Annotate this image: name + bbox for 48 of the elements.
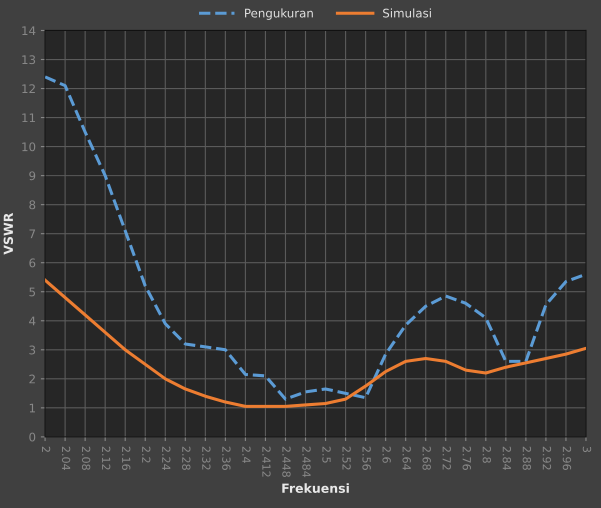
x-tick-label: 2.64	[402, 446, 411, 470]
legend-label: Pengukuran	[245, 8, 313, 20]
y-tick-label: 5	[29, 288, 36, 296]
y-tick-label: 1	[30, 404, 35, 412]
x-tick-label: 2.32	[202, 446, 211, 470]
x-tick-label: 2.4	[242, 446, 251, 463]
x-tick-label: 2.56	[362, 446, 371, 470]
y-tick-label: 14	[22, 26, 36, 35]
y-tick-label: 8	[29, 200, 36, 210]
legend-label: Simulasi	[383, 8, 431, 18]
x-tick-label: 2.96	[562, 446, 572, 470]
x-tick-label: 2.2	[142, 446, 150, 462]
x-tick-label: 2.12	[102, 446, 110, 470]
line-series	[45, 278, 586, 408]
y-tick-label: 0	[29, 432, 36, 442]
x-tick-label: 2.24	[162, 446, 170, 470]
x-tick-label: 2.92	[542, 446, 552, 470]
x-tick-label: 2.72	[442, 446, 451, 470]
y-tick-label: 11	[22, 113, 35, 122]
x-tick-label: 2.88	[522, 446, 532, 470]
x-tick-label: 2.16	[122, 446, 130, 470]
y-tick-label: 12	[22, 84, 35, 94]
x-tick-label: 2.8	[482, 446, 491, 463]
y-tick-label: 10	[22, 142, 36, 152]
y-tick-label: 7	[30, 230, 36, 238]
y-tick-label: 6	[29, 258, 36, 268]
x-tick-label: 2.04	[62, 446, 70, 470]
x-tick-label: 2	[42, 446, 50, 452]
x-tick-label: 2.6	[382, 446, 391, 463]
y-axis-title: VSWR	[4, 212, 14, 255]
x-tick-label: 2.52	[342, 446, 351, 470]
x-tick-label: 2.28	[182, 446, 190, 470]
x-tick-label: 2.76	[462, 446, 471, 470]
y-tick-label: 13	[22, 55, 36, 64]
x-tick-label: 2.5	[322, 446, 331, 463]
x-tick-label: 2.412	[262, 446, 271, 477]
x-tick-label: 3	[582, 446, 592, 452]
x-tick-label: 2.68	[422, 446, 431, 470]
y-tick-label: 4	[29, 316, 36, 326]
x-tick-label: 2.84	[502, 446, 512, 470]
x-tick-label: 2.484	[302, 446, 311, 478]
x-tick-label: 2.08	[82, 446, 90, 470]
y-tick-label: 2	[29, 374, 35, 384]
y-tick-label: 9	[29, 171, 36, 180]
x-axis-title: Frekuensi	[282, 483, 349, 493]
x-tick-label: 2.36	[222, 446, 231, 470]
y-tick-label: 3	[29, 346, 36, 354]
x-tick-label: 2.448	[282, 446, 291, 477]
